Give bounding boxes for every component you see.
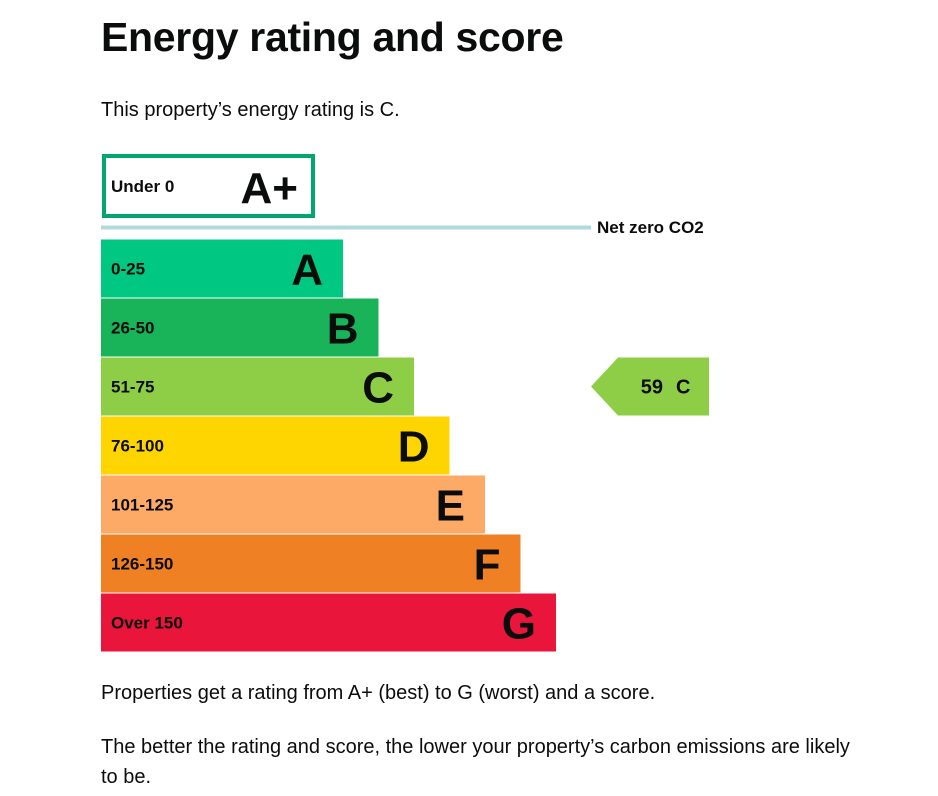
current-score: 59 — [641, 377, 663, 399]
band-c — [101, 357, 414, 416]
rating-summary: This property’s energy rating is C. — [101, 99, 400, 121]
band-c-letter: C — [362, 364, 394, 413]
emissions-explanation: The better the rating and score, the low… — [101, 736, 850, 788]
band-d-letter: D — [398, 423, 430, 472]
band-a-range: 0-25 — [111, 260, 145, 279]
top-band-group: Under 0 A+ — [102, 154, 315, 218]
band-e — [101, 475, 485, 534]
band-b-letter: B — [327, 305, 359, 354]
current-rating-arrow — [591, 357, 709, 416]
band-f — [101, 534, 521, 593]
band-f-range: 126-150 — [111, 555, 173, 574]
band-e-range: 101-125 — [111, 496, 173, 515]
top-band-range-label: Under 0 — [111, 177, 174, 196]
band-g-range: Over 150 — [111, 614, 183, 633]
rating-explanation: Properties get a rating from A+ (best) t… — [101, 682, 656, 704]
band-d — [101, 416, 450, 475]
current-letter: C — [676, 377, 690, 399]
page-title: Energy rating and score — [101, 14, 564, 60]
top-band-letter-label: A+ — [241, 164, 298, 213]
top-band-a-plus — [102, 154, 315, 218]
band-a — [101, 239, 343, 298]
band-b — [101, 298, 379, 357]
band-b-range: 26-50 — [111, 319, 154, 338]
band-a-letter: A — [291, 246, 323, 295]
current-rating-marker: 59 C — [591, 357, 709, 416]
rating-bands: 0-25 A 26-50 B 51-75 C 76-100 D 101-125 E 126-150 F… — [101, 239, 556, 652]
band-g — [101, 593, 556, 652]
band-f-letter: F — [474, 541, 501, 590]
net-zero-label: Net zero CO2 — [597, 218, 704, 237]
band-g-letter: G — [502, 600, 536, 649]
band-c-range: 51-75 — [111, 378, 154, 397]
band-d-range: 76-100 — [111, 437, 164, 456]
band-e-letter: E — [436, 482, 465, 531]
